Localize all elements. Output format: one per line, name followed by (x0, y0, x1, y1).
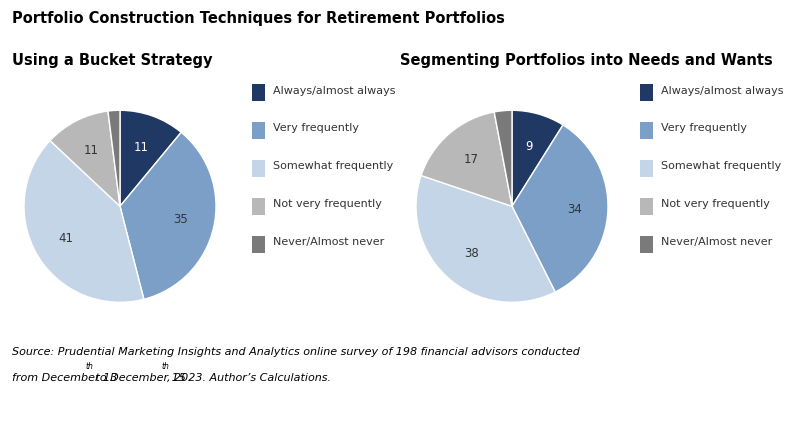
Text: Always/almost always: Always/almost always (273, 85, 395, 96)
Text: Somewhat frequently: Somewhat frequently (273, 161, 393, 171)
Text: 11: 11 (134, 141, 149, 154)
Text: Not very frequently: Not very frequently (661, 199, 770, 209)
Text: 11: 11 (84, 144, 99, 157)
Text: Never/Almost never: Never/Almost never (661, 237, 772, 247)
Wedge shape (108, 110, 120, 206)
Wedge shape (512, 125, 608, 292)
Text: 34: 34 (567, 203, 582, 216)
Wedge shape (494, 110, 512, 206)
Text: to December 15: to December 15 (92, 373, 186, 383)
Text: Somewhat frequently: Somewhat frequently (661, 161, 781, 171)
Text: Portfolio Construction Techniques for Retirement Portfolios: Portfolio Construction Techniques for Re… (12, 11, 505, 26)
Text: , 2023. Author’s Calculations.: , 2023. Author’s Calculations. (167, 373, 331, 383)
Text: Segmenting Portfolios into Needs and Wants: Segmenting Portfolios into Needs and Wan… (400, 53, 773, 68)
Text: 35: 35 (174, 213, 188, 226)
Wedge shape (421, 112, 512, 206)
Text: Never/Almost never: Never/Almost never (273, 237, 384, 247)
Text: 9: 9 (526, 140, 533, 153)
Text: from December 13: from December 13 (12, 373, 118, 383)
Wedge shape (24, 141, 144, 302)
Text: 41: 41 (58, 232, 74, 245)
Wedge shape (416, 176, 555, 302)
Text: Very frequently: Very frequently (273, 123, 358, 133)
Text: 38: 38 (464, 247, 478, 260)
Text: th: th (161, 362, 169, 371)
Text: th: th (86, 362, 94, 371)
Text: Very frequently: Very frequently (661, 123, 747, 133)
Wedge shape (50, 111, 120, 206)
Text: Source: Prudential Marketing Insights and Analytics online survey of 198 financi: Source: Prudential Marketing Insights an… (12, 347, 580, 357)
Wedge shape (120, 110, 181, 206)
Wedge shape (512, 110, 563, 206)
Text: Not very frequently: Not very frequently (273, 199, 382, 209)
Wedge shape (120, 132, 216, 299)
Text: Always/almost always: Always/almost always (661, 85, 783, 96)
Text: 17: 17 (463, 153, 478, 166)
Text: Using a Bucket Strategy: Using a Bucket Strategy (12, 53, 213, 68)
